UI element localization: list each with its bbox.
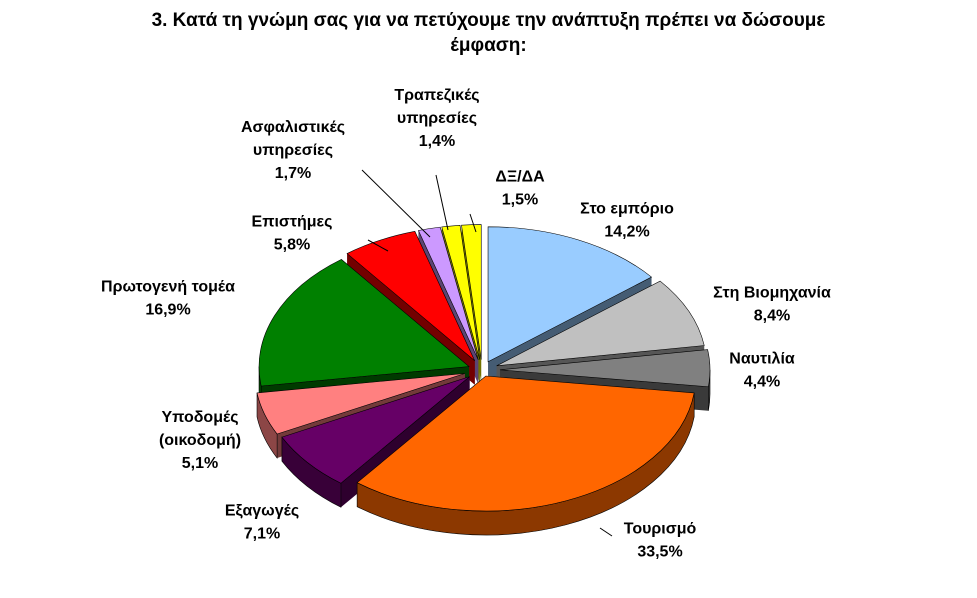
pie-slice xyxy=(281,376,470,484)
pie-slice xyxy=(258,259,470,387)
chart-title: 3. Κατά τη γνώμη σας για να πετύχουμε τη… xyxy=(0,8,977,58)
pie-slice xyxy=(461,224,482,360)
slice-label: Ναυτιλία 4,4% xyxy=(729,351,795,391)
chart-title-line-1: 3. Κατά τη γνώμη σας για να πετύχουμε τη… xyxy=(151,10,826,31)
pie-tops xyxy=(256,224,711,512)
leader-line xyxy=(435,174,449,231)
pie-slice xyxy=(356,375,695,512)
slice-label: Τραπεζικές υπηρεσίες 1,4% xyxy=(394,87,479,150)
pie-slice xyxy=(256,373,465,435)
leader-line xyxy=(599,527,613,537)
slice-label: Στη Βιομηχανία 8,4% xyxy=(713,285,831,325)
slice-label: ΔΞ/ΔΑ 1,5% xyxy=(495,169,545,209)
slice-label: Στο εμπόριο 14,2% xyxy=(580,201,674,241)
slice-label: Υποδομές (οικοδομή) 5,1% xyxy=(159,409,241,472)
pie-slice xyxy=(499,349,711,388)
pie-slice xyxy=(487,226,653,363)
pie-slice xyxy=(496,280,705,367)
pie-slice xyxy=(441,224,481,360)
chart-title-line-2: έμφαση: xyxy=(450,35,527,56)
slice-label: Ασφαλιστικές υπηρεσίες 1,7% xyxy=(241,119,345,182)
leader-line xyxy=(469,213,477,233)
slice-label: Πρωτογενή τομέα 16,9% xyxy=(101,279,235,319)
slice-label: Εξαγωγές 7,1% xyxy=(225,503,299,543)
leader-line xyxy=(367,239,389,252)
slice-label: Επιστήμες 5,8% xyxy=(252,214,333,254)
leader-line xyxy=(361,169,431,238)
pie-slice xyxy=(346,230,476,361)
slice-label: Τουρισμό 33,5% xyxy=(624,521,697,561)
pie-slice xyxy=(417,226,479,361)
